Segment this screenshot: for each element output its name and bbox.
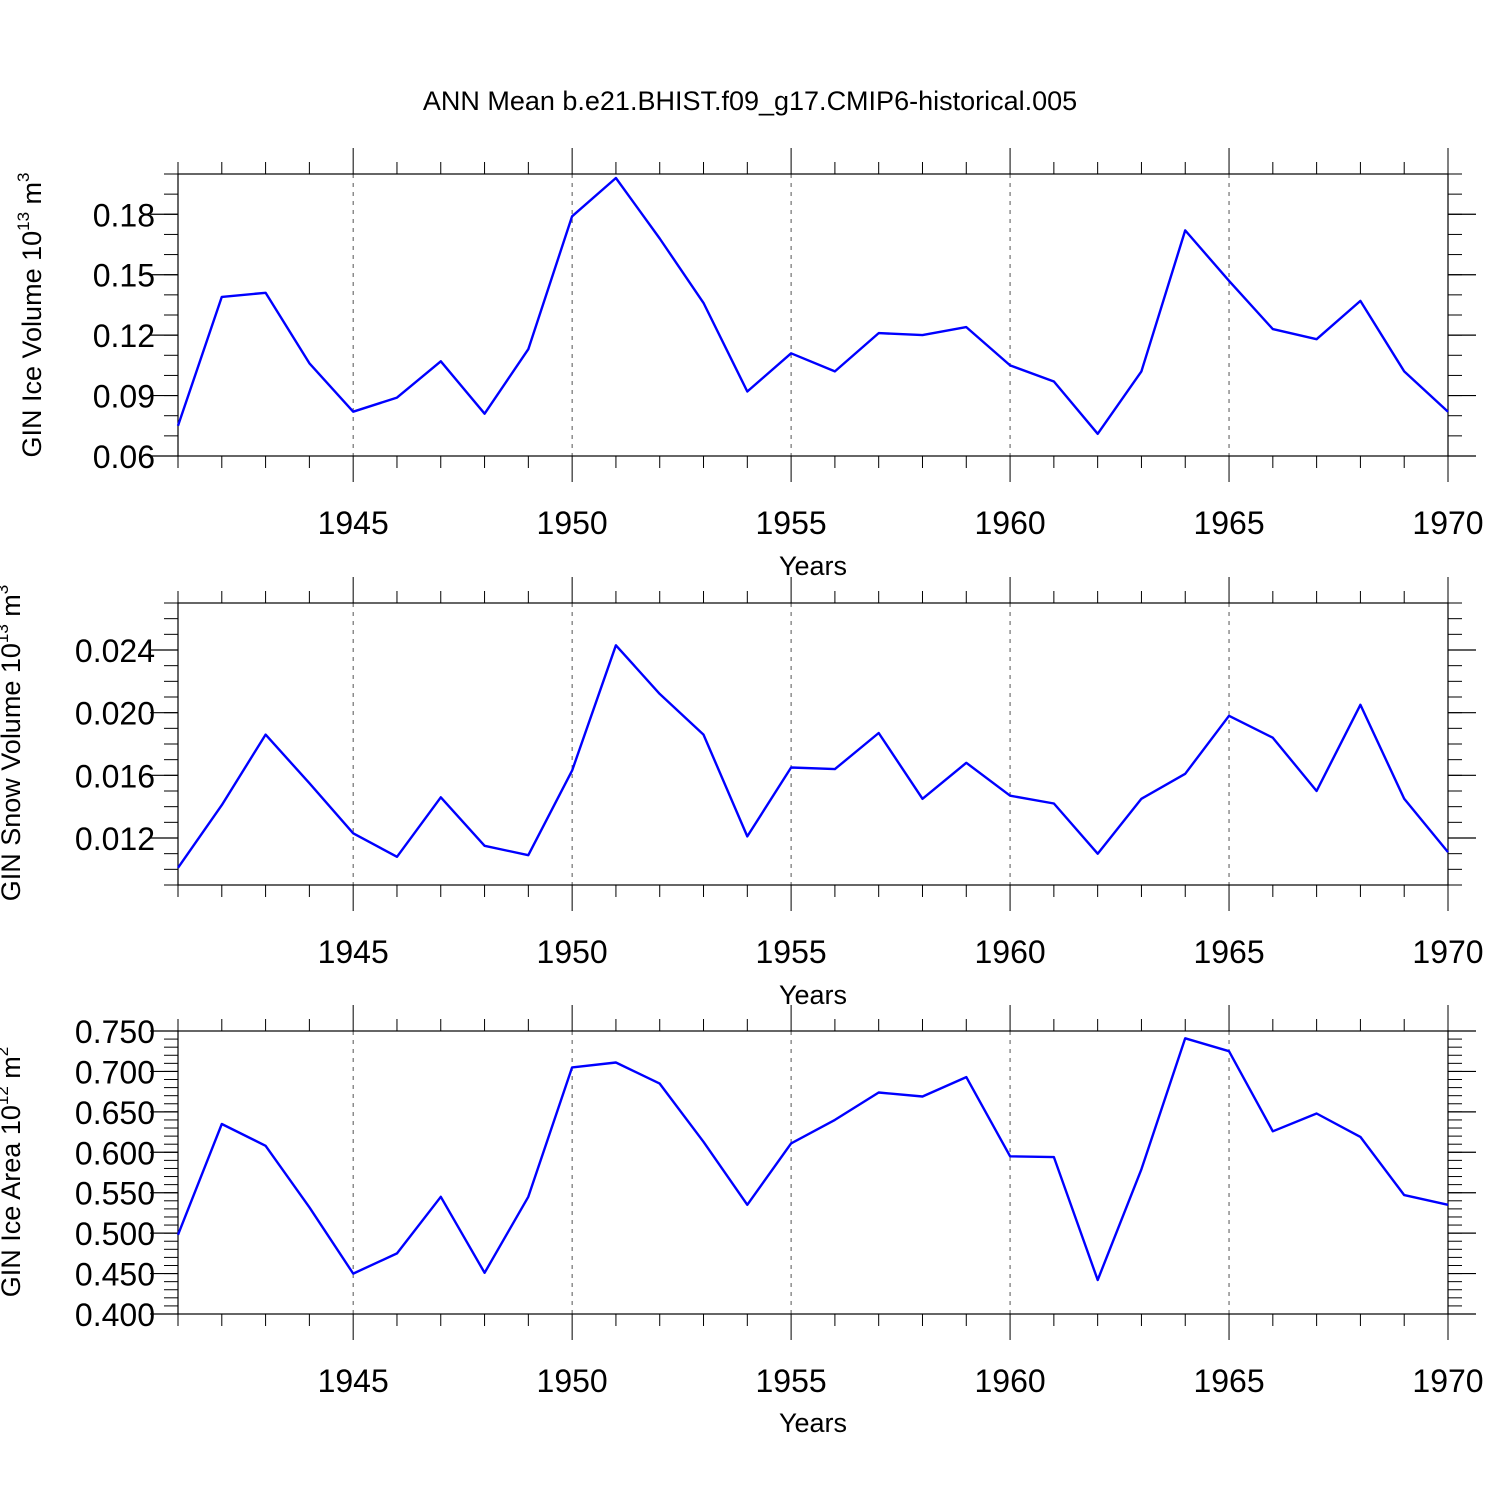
y-tick-label: 0.550 (75, 1176, 155, 1212)
y-tick-label: 0.016 (75, 758, 155, 794)
y-tick-label: 0.600 (75, 1135, 155, 1171)
x-tick-label: 1970 (1412, 934, 1483, 970)
x-tick-label: 1970 (1412, 505, 1483, 541)
x-tick-label: 1965 (1193, 1363, 1264, 1399)
y-tick-label: 0.020 (75, 696, 155, 732)
plot-frame (177, 1030, 1449, 1315)
y-tick-label: 0.18 (93, 197, 155, 233)
ylabel-ice-volume: GIN Ice Volume 1013 m3 (14, 172, 47, 457)
series-line-snow-volume (177, 644, 1449, 869)
y-tick-label: 0.750 (75, 1014, 155, 1050)
x-tick-label: 1955 (756, 1363, 827, 1399)
panel-snow-volume: GIN Snow Volume 1013 m3 Years 0.012 0.016… (0, 577, 1484, 1010)
x-tick-label: 1950 (537, 934, 608, 970)
x-tick-label: 1950 (537, 1363, 608, 1399)
x-tick-label: 1955 (756, 934, 827, 970)
x-tick-label: 1945 (318, 934, 389, 970)
x-tick-label: 1960 (974, 934, 1045, 970)
panel-ice-volume: GIN Ice Volume 1013 m3 Years 0.06 0.09 0.1… (14, 148, 1484, 581)
series-line-ice-volume (176, 176, 1449, 435)
x-tick-label: 1960 (974, 505, 1045, 541)
x-tick-label: 1970 (1412, 1363, 1483, 1399)
ylabel-snow-volume: GIN Snow Volume 1013 m3 (0, 585, 26, 902)
y-tick-label: 0.012 (75, 821, 155, 857)
y-tick-label: 0.450 (75, 1257, 155, 1293)
x-tick-label: 1965 (1193, 934, 1264, 970)
x-tick-label: 1955 (756, 505, 827, 541)
xlabel-snow-volume: Years (779, 980, 847, 1010)
x-tick-label: 1950 (537, 505, 608, 541)
plot-frame (177, 602, 1449, 886)
x-tick-label: 1960 (974, 1363, 1045, 1399)
series-line-ice-area (176, 1037, 1449, 1282)
y-tick-label: 0.06 (93, 439, 155, 475)
y-tick-label: 0.400 (75, 1297, 155, 1333)
ylabel-ice-area: GIN Ice Area 1012 m2 (0, 1047, 26, 1298)
x-tick-label: 1945 (318, 505, 389, 541)
y-tick-label: 0.09 (93, 379, 155, 415)
y-tick-label: 0.12 (93, 318, 155, 354)
plot-frame (177, 173, 1449, 457)
y-tick-label: 0.700 (75, 1054, 155, 1090)
xlabel-ice-area: Years (779, 1408, 847, 1438)
chart-title: ANN Mean b.e21.BHIST.f09_g17.CMIP6-histo… (423, 86, 1077, 116)
y-tick-label: 0.15 (93, 258, 155, 294)
y-tick-label: 0.500 (75, 1216, 155, 1252)
x-tick-label: 1945 (318, 1363, 389, 1399)
xlabel-ice-volume: Years (779, 551, 847, 581)
panel-ice-area: GIN Ice Area 1012 m2 Years 0.400 0.450 0.5… (0, 1005, 1484, 1438)
y-tick-label: 0.024 (75, 633, 155, 669)
y-tick-label: 0.650 (75, 1095, 155, 1131)
x-tick-label: 1965 (1193, 505, 1264, 541)
